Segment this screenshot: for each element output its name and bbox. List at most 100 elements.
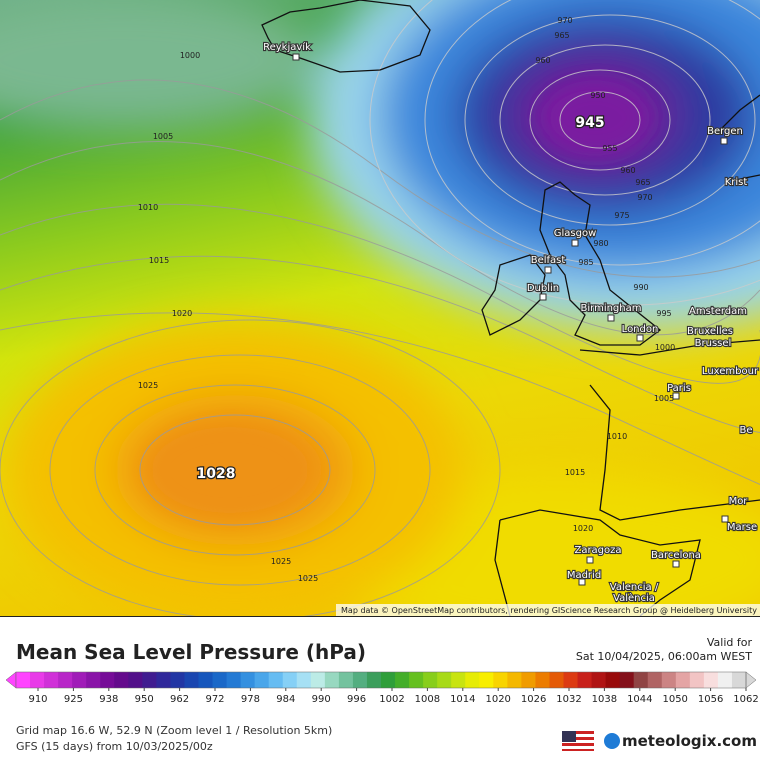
valid-time: Sat 10/04/2025, 06:00am WEST [576,650,752,663]
isobar-label: 1000 [655,343,675,352]
isobar-label: 995 [656,309,671,318]
colorbar-cell [689,672,705,688]
city-label: Barcelona [651,550,701,561]
colorbar-cell [240,672,256,688]
colorbar-cell [479,672,494,688]
isobar-label: 1025 [138,381,158,390]
city-label: Dublin [527,283,559,294]
colorbar-arrow-right [745,671,757,689]
colorbar-cell [198,672,214,688]
isobar-label: 985 [578,258,593,267]
colorbar-tick-label: 972 [205,694,224,705]
colorbar-cell [352,672,368,688]
colorbar-cell [717,672,733,688]
colorbar-tick-label: 1062 [733,694,758,705]
isobar-label: 1010 [138,203,158,212]
colorbar-cell [507,672,522,688]
city-label: Luxembour [702,366,759,377]
colorbar-cell [310,672,326,688]
colorbar-cell [170,672,185,688]
colorbar-cell [577,672,593,688]
brand: meteologix.com [622,732,757,750]
isobar-label: 955 [602,144,617,153]
city-label: Valencia / [610,582,659,593]
city-label: Amsterdam [689,306,747,317]
isobar-label: 1020 [573,524,593,533]
isobar-label: 1020 [172,309,192,318]
city-label: Brussel [695,338,732,349]
colorbar-cell [619,672,635,688]
isobar-label: 1015 [565,468,585,477]
colorbar-cell [338,672,354,688]
attribution: Map data © OpenStreetMap contributors, r… [341,606,757,615]
isobars [0,0,760,616]
city-marker [539,293,547,301]
colorbar-tick-label: 1014 [450,694,475,705]
city-marker [672,560,680,568]
colorbar-tick-label: 1008 [415,694,440,705]
city-label: Zaragoza [574,545,621,556]
colorbar-cell [184,672,199,688]
city-marker [636,334,644,342]
isobar-label: 960 [535,56,550,65]
colorbar-cell [675,672,691,688]
colorbar-cell [409,672,424,688]
colorbar-tick-label: 984 [276,694,295,705]
isobar-label: 1005 [153,132,173,141]
colorbar-tick-label: 950 [135,694,154,705]
pressure-center-label: 1028 [197,466,236,482]
colorbar-tick-label: 1050 [662,694,687,705]
colorbar-cell [661,672,677,688]
colorbar-cell [465,672,480,688]
model-run: GFS (15 days) from 10/03/2025/00z [16,740,213,753]
colorbar-tick-label: 938 [99,694,118,705]
colorbar-cell [72,672,87,688]
attribution-background [336,604,760,616]
coastlines [261,0,760,616]
colorbar-cell [44,672,59,688]
colorbar-cell [212,672,228,688]
colorbar-cell [16,672,31,688]
colorbar-tick-label: 925 [64,694,83,705]
colorbar-cell [549,672,564,688]
grid-info: Grid map 16.6 W, 52.9 N (Zoom level 1 / … [16,724,332,737]
colorbar-tick-label: 1026 [521,694,546,705]
city-marker [292,53,300,61]
colorbar-cell [254,672,270,688]
colorbar-tick-label: 1032 [556,694,581,705]
isobar-label: 960 [620,166,635,175]
colorbar-tick-label: 1038 [592,694,617,705]
isobar-label: 970 [637,193,652,202]
colorbar-cell [451,672,466,688]
colorbar-cell [521,672,536,688]
isobar-label: 1015 [149,256,169,265]
isobar-label: 1000 [180,51,200,60]
city-label: Bruxelles [687,326,733,337]
isobar-label: 1010 [607,432,627,441]
pressure-center-label: 945 [575,115,604,131]
colorbar-cell [142,672,157,688]
colorbar-cell [605,672,621,688]
colorbar-cell [366,672,382,688]
colorbar-cell [395,672,410,688]
colorbar-cell [381,672,396,688]
city-label: Reykjavík [263,41,311,53]
colorbar-tick-label: 1002 [379,694,404,705]
colorbar-tick-label: 962 [170,694,189,705]
city-label: Belfast [531,255,566,266]
city-marker [571,239,579,247]
colorbar-cell [633,672,649,688]
isobar-label: 965 [635,178,650,187]
colorbar-cell [591,672,607,688]
colorbar-cell [563,672,579,688]
colorbar-tick-label: 1056 [698,694,723,705]
colorbar-cell [226,672,242,688]
colorbar-cell [437,672,452,688]
brand-logo [604,733,620,749]
colorbar-cell [731,672,747,688]
colorbar-arrow-left [5,671,17,689]
city-marker [586,556,594,564]
city-label: València [613,592,655,604]
city-label: Glasgow [554,228,597,239]
